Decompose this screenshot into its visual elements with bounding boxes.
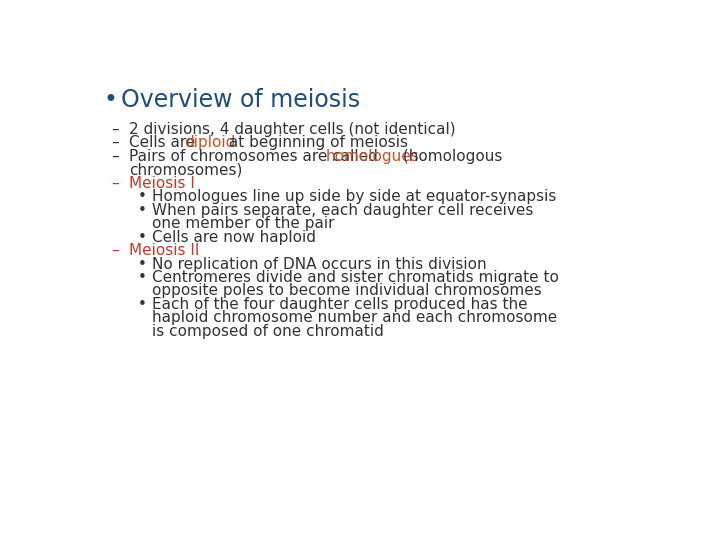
Text: Each of the four daughter cells produced has the: Each of the four daughter cells produced…	[152, 297, 528, 312]
Text: Overview of meiosis: Overview of meiosis	[121, 88, 360, 112]
Text: •: •	[138, 230, 147, 245]
Text: Centromeres divide and sister chromatids migrate to: Centromeres divide and sister chromatids…	[152, 270, 559, 285]
Text: –: –	[112, 176, 120, 191]
Text: at beginning of meiosis: at beginning of meiosis	[224, 135, 408, 150]
Text: •: •	[138, 202, 147, 218]
Text: Cells are now haploid: Cells are now haploid	[152, 230, 316, 245]
Text: is composed of one chromatid: is composed of one chromatid	[152, 324, 384, 339]
Text: –: –	[112, 135, 120, 150]
Text: 2 divisions, 4 daughter cells (not identical): 2 divisions, 4 daughter cells (not ident…	[129, 122, 455, 137]
Text: •: •	[104, 88, 118, 112]
Text: –: –	[112, 148, 120, 164]
Text: Homologues line up side by side at equator-synapsis: Homologues line up side by side at equat…	[152, 189, 557, 204]
Text: –: –	[112, 243, 120, 258]
Text: Cells are: Cells are	[129, 135, 200, 150]
Text: homologues: homologues	[325, 148, 419, 164]
Text: haploid chromosome number and each chromosome: haploid chromosome number and each chrom…	[152, 310, 557, 326]
Text: (homologous: (homologous	[398, 148, 503, 164]
Text: one member of the pair: one member of the pair	[152, 216, 335, 231]
Text: diploid: diploid	[184, 135, 235, 150]
Text: •: •	[138, 297, 147, 312]
Text: •: •	[138, 270, 147, 285]
Text: chromosomes): chromosomes)	[129, 162, 242, 177]
Text: No replication of DNA occurs in this division: No replication of DNA occurs in this div…	[152, 256, 487, 272]
Text: Pairs of chromosomes are called: Pairs of chromosomes are called	[129, 148, 382, 164]
Text: Meiosis II: Meiosis II	[129, 243, 199, 258]
Text: •: •	[138, 256, 147, 272]
Text: Meiosis I: Meiosis I	[129, 176, 194, 191]
Text: –: –	[112, 122, 120, 137]
Text: •: •	[138, 189, 147, 204]
Text: When pairs separate, each daughter cell receives: When pairs separate, each daughter cell …	[152, 202, 534, 218]
Text: opposite poles to become individual chromosomes: opposite poles to become individual chro…	[152, 284, 541, 299]
